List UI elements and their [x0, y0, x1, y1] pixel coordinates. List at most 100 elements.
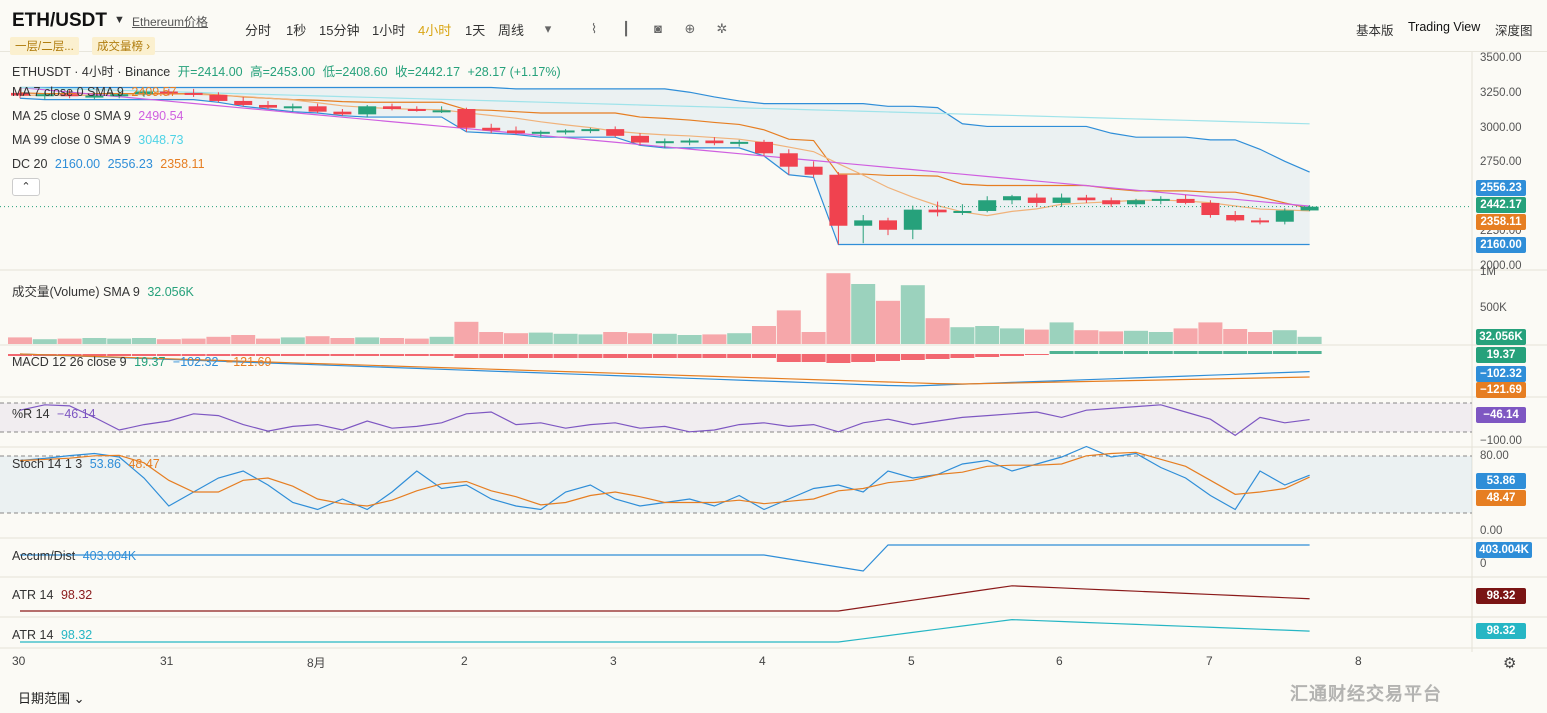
macd-hist-bar	[1124, 351, 1148, 354]
volume-bar	[1099, 331, 1124, 344]
volume-legend[interactable]: 成交量(Volume) SMA 9 32.056K	[12, 281, 194, 300]
tab-timeframe-tick[interactable]: 分时	[245, 23, 272, 38]
macd-legend[interactable]: MACD 12 26 close 9 19.37 −102.32 −121.69	[12, 355, 271, 369]
volume-bar	[1124, 330, 1148, 344]
volume-tag: 32.056K	[1476, 329, 1526, 345]
atr2-legend[interactable]: ATR 14 98.32	[12, 628, 92, 642]
tab-timeframe-1w[interactable]: 周线	[498, 23, 525, 38]
stoch-d-value: 48.47	[128, 457, 160, 471]
volume-bar	[603, 332, 628, 344]
gear-icon[interactable]: ✲	[716, 21, 728, 36]
candle-body	[1300, 206, 1319, 211]
dc-legend[interactable]: DC 20 2160.00 2556.23 2358.11	[12, 157, 205, 171]
tab-timeframe-1s[interactable]: 1秒	[286, 23, 307, 38]
wr-legend[interactable]: %R 14 −46.14	[12, 407, 96, 421]
macd-signal-tag: −121.69	[1476, 382, 1526, 398]
macd-hist-bar	[1223, 351, 1248, 354]
macd-hist-bar	[727, 354, 752, 358]
volume-bar	[1024, 329, 1049, 344]
candle-body	[1003, 196, 1021, 201]
macd-hist-bar	[132, 354, 156, 356]
date-range-button[interactable]: 日期范围 ⌄	[18, 691, 85, 706]
volume-bar	[231, 335, 256, 344]
tab-timeframe-4h[interactable]: 4小时	[418, 23, 452, 38]
x-axis-label: 8	[1355, 654, 1362, 668]
volume-bar	[1198, 322, 1223, 344]
collapse-legend-button[interactable]: ⌃	[12, 178, 40, 196]
candle-type-icon[interactable]: ┃	[622, 21, 630, 36]
price-axis-label: 3500.00	[1480, 52, 1522, 64]
candle-body	[358, 106, 377, 115]
x-axis-label: 31	[160, 654, 174, 668]
macd-hist-bar	[578, 354, 603, 358]
ma99-legend[interactable]: MA 99 close 0 SMA 9 3048.73	[12, 133, 183, 147]
candle-body	[705, 140, 724, 144]
plus-circle-icon[interactable]: ⊕	[684, 21, 696, 36]
candle-body	[804, 166, 823, 175]
stoch-k-value: 53.86	[89, 457, 121, 471]
price-axis-label: 3250.00	[1480, 87, 1522, 99]
more-timeframes-icon[interactable]: ▾	[544, 21, 552, 36]
macd-hist-bar	[1248, 351, 1272, 354]
level-button[interactable]: 一层/二层...	[10, 37, 79, 55]
indicator-icon[interactable]: ⌇	[590, 21, 598, 36]
macd-hist-bar	[1297, 351, 1322, 354]
macd-hist-bar	[231, 354, 256, 356]
price-chart[interactable]	[0, 52, 1547, 652]
stoch-d-tag: 48.47	[1476, 490, 1526, 506]
wr-value: −46.14	[57, 407, 96, 421]
symbol-price-link[interactable]: Ethereum价格	[132, 15, 209, 29]
x-axis-label: 7	[1206, 654, 1213, 668]
wr-tag: −46.14	[1476, 407, 1526, 423]
atr1-legend[interactable]: ATR 14 98.32	[12, 588, 92, 602]
tab-timeframe-1d[interactable]: 1天	[465, 23, 486, 38]
macd-hist-bar	[454, 354, 479, 358]
macd-hist-bar	[181, 354, 206, 356]
macd-hist-bar	[876, 354, 900, 361]
volume-bar	[752, 326, 776, 344]
volume-bar	[504, 333, 528, 344]
stoch-axis-label: 0.00	[1480, 525, 1503, 537]
macd-hist-bar	[553, 354, 578, 358]
volume-rank-button[interactable]: 成交量榜 ›	[92, 37, 156, 55]
legend-close: 收=2442.17	[395, 65, 461, 79]
atr2-label: ATR 14	[12, 628, 54, 642]
x-axis-label: 3	[610, 654, 617, 668]
ma7-line	[19, 93, 1310, 217]
macd-hist-bar	[900, 354, 925, 360]
x-axis-label: 6	[1056, 654, 1063, 668]
ma25-legend[interactable]: MA 25 close 0 SMA 9 2490.54	[12, 109, 183, 123]
symbol-dropdown-icon[interactable]: ▼	[114, 14, 125, 26]
tab-timeframe-1h[interactable]: 1小时	[372, 23, 406, 38]
candle-body	[1102, 200, 1121, 205]
candle-body	[1077, 197, 1096, 201]
volume-bar	[1248, 332, 1272, 344]
macd-hist-bar	[206, 354, 231, 356]
candle-body	[1251, 220, 1269, 223]
volume-bar	[156, 339, 181, 344]
volume-bar	[1173, 328, 1198, 344]
tab-timeframe-15m[interactable]: 15分钟	[319, 23, 360, 38]
legend-change: +28.17 (+1.17%)	[467, 65, 561, 79]
candle-body	[432, 110, 451, 113]
volume-bar	[950, 327, 975, 344]
view-tradingview[interactable]: Trading View	[1408, 20, 1481, 34]
stoch-legend[interactable]: Stoch 14 1 3 53.86 48.47	[12, 457, 160, 471]
axis-settings-icon[interactable]: ⚙	[1503, 655, 1517, 672]
watermark: 汇通财经交易平台	[1290, 684, 1442, 704]
volume-bar	[677, 335, 702, 344]
macd-hist-bar	[107, 354, 132, 356]
volume-bar	[404, 338, 429, 344]
macd-hist-bar	[776, 354, 801, 362]
view-depth[interactable]: 深度图	[1495, 24, 1533, 38]
accum-legend[interactable]: Accum/Dist 403.004K	[12, 549, 136, 563]
symbol-title[interactable]: ETH/USDT	[12, 10, 107, 31]
ma7-legend[interactable]: MA 7 close 0 SMA 9 2409.57	[12, 85, 177, 99]
candle-body	[159, 91, 178, 94]
view-basic[interactable]: 基本版	[1356, 24, 1394, 38]
macd-hist-bar	[975, 354, 1000, 357]
volume-bar	[330, 338, 355, 344]
camera-icon[interactable]: ◙	[654, 21, 662, 36]
candle-body	[1226, 215, 1245, 221]
x-axis-label: 2	[461, 654, 468, 668]
